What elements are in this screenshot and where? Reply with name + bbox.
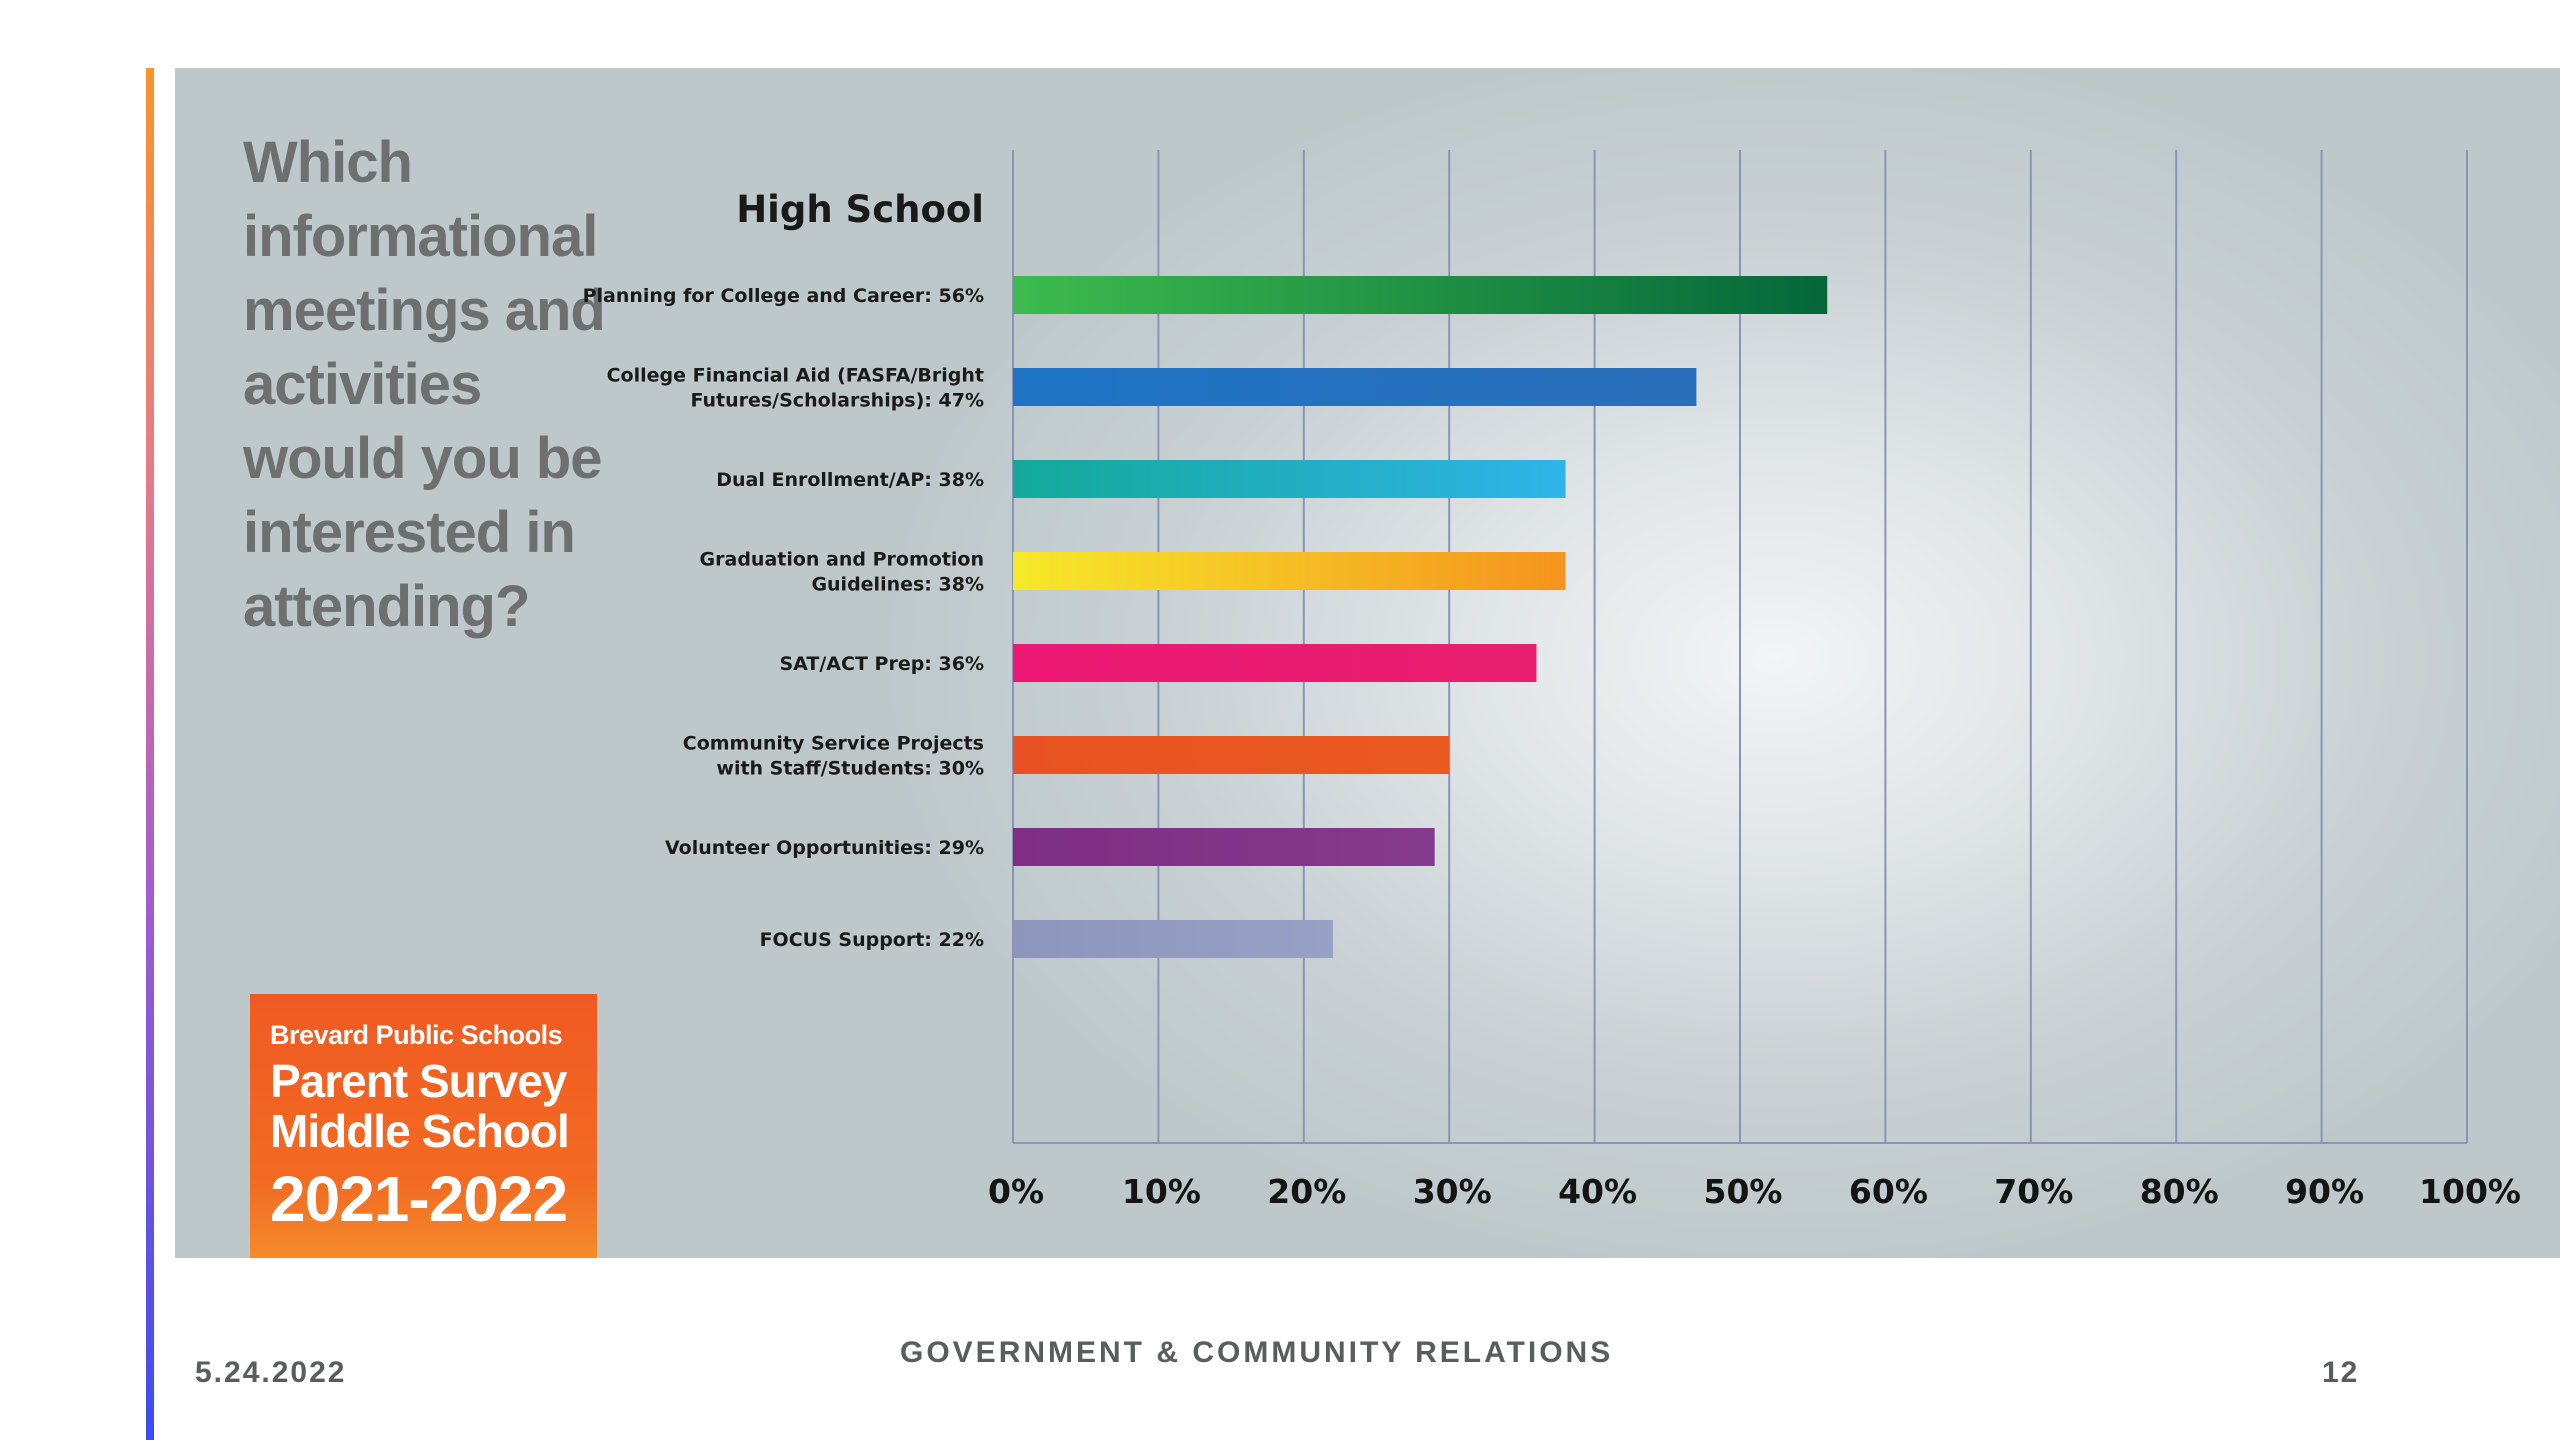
x-tick-label: 40% bbox=[1558, 1172, 1637, 1211]
page-number: 12 bbox=[2322, 1356, 2360, 1389]
x-tick-label: 20% bbox=[1267, 1172, 1346, 1211]
category-labels: Planning for College and Career: 56% Coll… bbox=[583, 285, 984, 951]
x-tick-label: 60% bbox=[1849, 1172, 1928, 1211]
x-axis-ticks: 0% 10% 20% 30% 40% 50% 60% 70% 80% 90% 100% bbox=[988, 1172, 2521, 1211]
question-title: Which informational meetings and activit… bbox=[243, 130, 606, 639]
category-label: Planning for College and Career: 56% bbox=[583, 285, 984, 307]
badge-year: 2021-2022 bbox=[270, 1163, 568, 1235]
category-label: Volunteer Opportunities: 29% bbox=[665, 837, 984, 859]
x-tick-label: 90% bbox=[2285, 1172, 2364, 1211]
category-label: Community Service Projects with Staff/Stu… bbox=[683, 733, 984, 780]
bar bbox=[1013, 368, 1697, 406]
bars bbox=[1013, 276, 1828, 958]
x-tick-label: 100% bbox=[2419, 1172, 2521, 1211]
x-tick-label: 10% bbox=[1122, 1172, 1201, 1211]
footer-organization: GOVERNMENT & COMMUNITY RELATIONS bbox=[900, 1336, 1614, 1369]
bar bbox=[1013, 552, 1566, 590]
x-tick-label: 80% bbox=[2140, 1172, 2219, 1211]
x-tick-label: 50% bbox=[1704, 1172, 1783, 1211]
category-label: SAT/ACT Prep: 36% bbox=[779, 653, 984, 675]
badge-org: Brevard Public Schools bbox=[270, 1020, 563, 1050]
x-tick-label: 0% bbox=[988, 1172, 1044, 1211]
bar bbox=[1013, 276, 1828, 314]
category-label: Dual Enrollment/AP: 38% bbox=[716, 469, 984, 491]
bar bbox=[1013, 828, 1435, 866]
badge-survey: Parent Survey bbox=[270, 1055, 567, 1107]
category-label: College Financial Aid (FASFA/Bright Futur… bbox=[607, 365, 984, 412]
bar bbox=[1013, 644, 1537, 682]
survey-badge: Brevard Public Schools Parent Survey Mid… bbox=[250, 994, 597, 1258]
badge-level: Middle School bbox=[270, 1105, 570, 1157]
x-tick-label: 30% bbox=[1413, 1172, 1492, 1211]
footer-date: 5.24.2022 bbox=[195, 1356, 347, 1389]
x-tick-label: 70% bbox=[1994, 1172, 2073, 1211]
bar bbox=[1013, 920, 1333, 958]
bar bbox=[1013, 460, 1566, 498]
bar bbox=[1013, 736, 1450, 774]
category-label: FOCUS Support: 22% bbox=[760, 929, 984, 951]
accent-bar bbox=[146, 68, 154, 1440]
chart-title: High School bbox=[736, 188, 984, 231]
category-label: Graduation and Promotion Guidelines: 38% bbox=[700, 549, 984, 596]
